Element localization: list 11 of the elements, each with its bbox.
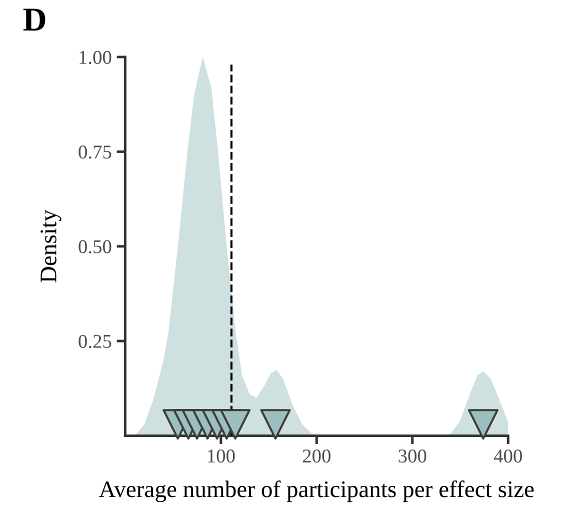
x-tick-label: 400 (494, 449, 522, 463)
chart-title: D (23, 8, 46, 31)
y-tick-label: 0.50 (78, 240, 112, 254)
y-axis-title: Density (40, 210, 62, 282)
y-tick-label: 0.75 (78, 146, 112, 159)
y-tick-label: 1.00 (80, 50, 112, 64)
y-tick-label: 0.25 (78, 334, 112, 348)
x-tick-label: 200 (302, 449, 330, 463)
x-tick-label: 300 (398, 449, 426, 463)
x-axis-title: Average number of participants per effect size (99, 480, 534, 502)
x-tick-label: 100 (208, 449, 235, 463)
